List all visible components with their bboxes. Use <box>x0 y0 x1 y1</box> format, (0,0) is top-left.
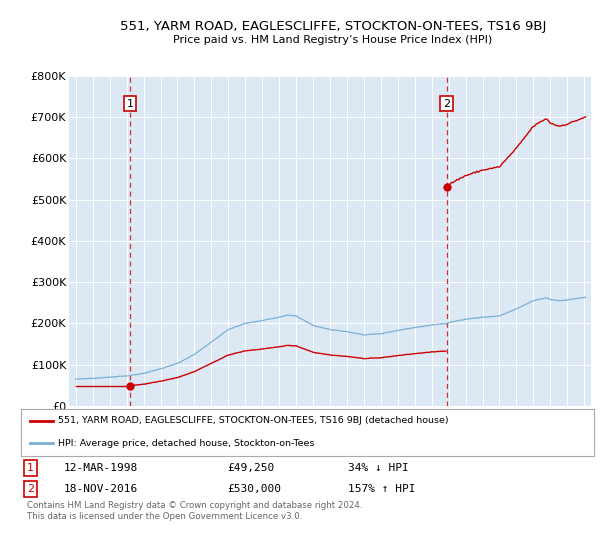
Text: HPI: Average price, detached house, Stockton-on-Tees: HPI: Average price, detached house, Stoc… <box>58 438 314 447</box>
Text: Contains HM Land Registry data © Crown copyright and database right 2024.
This d: Contains HM Land Registry data © Crown c… <box>27 501 362 521</box>
Text: 2: 2 <box>443 99 450 109</box>
Text: £49,250: £49,250 <box>227 463 275 473</box>
Text: 551, YARM ROAD, EAGLESCLIFFE, STOCKTON-ON-TEES, TS16 9BJ (detached house): 551, YARM ROAD, EAGLESCLIFFE, STOCKTON-O… <box>58 416 449 425</box>
Text: Price paid vs. HM Land Registry’s House Price Index (HPI): Price paid vs. HM Land Registry’s House … <box>173 35 493 45</box>
Text: 157% ↑ HPI: 157% ↑ HPI <box>347 484 415 494</box>
Text: 1: 1 <box>127 99 133 109</box>
Text: 18-NOV-2016: 18-NOV-2016 <box>64 484 138 494</box>
Text: 1: 1 <box>27 463 34 473</box>
Text: 12-MAR-1998: 12-MAR-1998 <box>64 463 138 473</box>
Text: £530,000: £530,000 <box>227 484 281 494</box>
Text: 2: 2 <box>27 484 34 494</box>
Text: 34% ↓ HPI: 34% ↓ HPI <box>347 463 409 473</box>
Text: 551, YARM ROAD, EAGLESCLIFFE, STOCKTON-ON-TEES, TS16 9BJ: 551, YARM ROAD, EAGLESCLIFFE, STOCKTON-O… <box>120 20 546 32</box>
